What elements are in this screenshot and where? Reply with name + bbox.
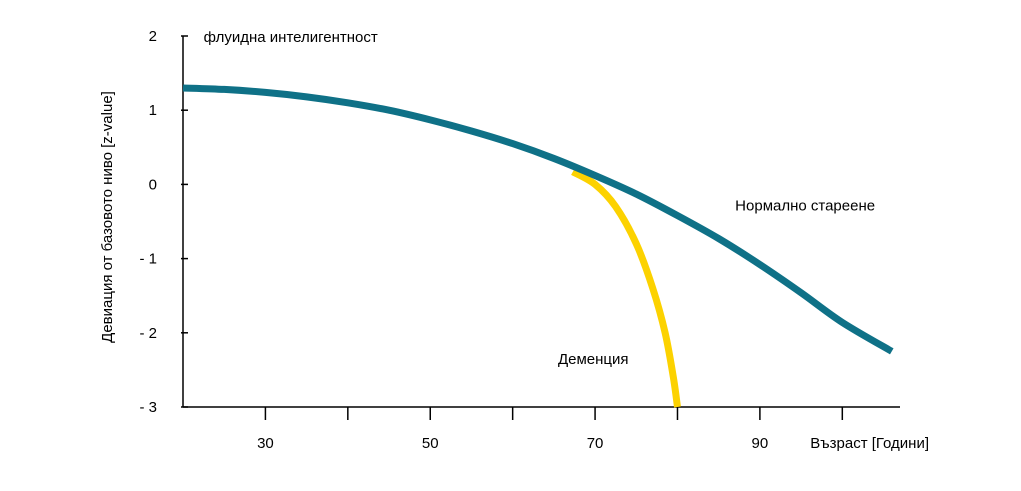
series-layer [182,84,894,408]
annotation-normal-aging: Нормално стареене [735,197,875,214]
y-tick-label: - 3 [139,399,157,416]
y-axis-title: Девиация от базовото ниво [z-value] [99,91,116,343]
y-tick-label: - 1 [139,251,157,268]
y-tick-label: 0 [149,176,157,193]
dementia-line [571,168,681,408]
normal-aging-line [182,84,894,355]
axes [181,35,900,420]
y-tick-label: 2 [149,28,157,45]
labels-layer: 2 1 0 - 1 - 2 - 3 30 50 70 90 Възраст [Години] Деви… [99,28,929,452]
x-axis-title: Възраст [Години] [810,435,929,452]
annotation-fluid-intelligence: флуидна интелигентност [204,29,378,46]
x-tick-label: 50 [422,435,439,452]
y-tick-label: - 2 [139,325,157,342]
x-tick-label: 70 [587,435,604,452]
x-tick-label: 30 [257,435,274,452]
annotation-dementia: Деменция [558,351,629,368]
x-tick-label: 90 [752,435,769,452]
y-tick-label: 1 [149,102,157,119]
